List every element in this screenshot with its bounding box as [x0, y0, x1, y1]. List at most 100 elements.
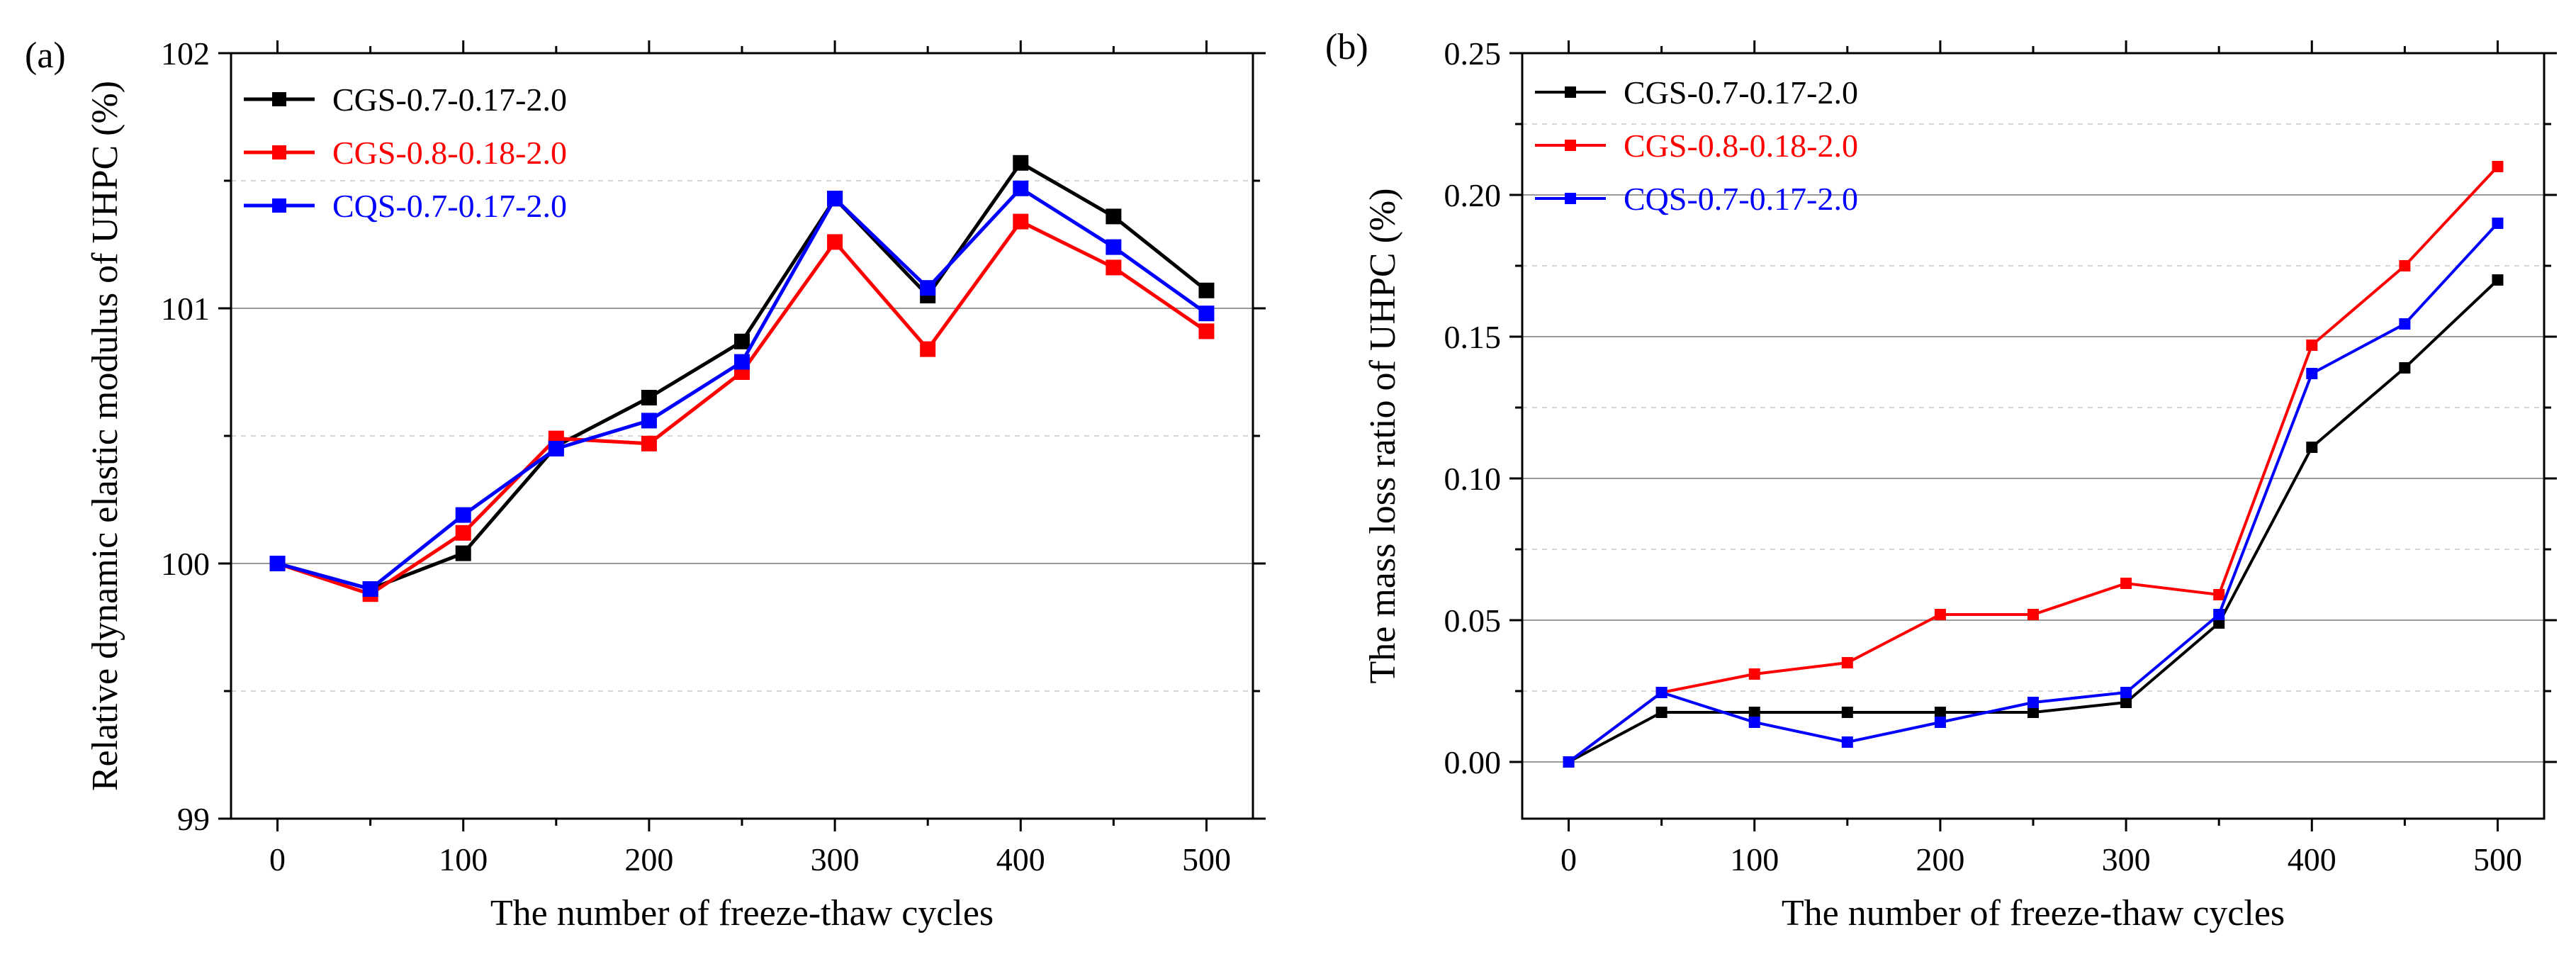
series-line — [1568, 279, 2499, 763]
data-point — [1013, 180, 1029, 196]
data-point — [2306, 368, 2318, 379]
data-point — [2213, 609, 2225, 620]
panel-a: 0 100 200 300 400 500 99 100 101 102 The number of… — [25, 35, 1266, 933]
x-tick-label: 300 — [2102, 841, 2151, 877]
data-point — [2306, 442, 2318, 453]
data-point — [1106, 208, 1122, 225]
data-point — [362, 581, 378, 597]
x-axis-title: The number of freeze-thaw cycles — [1782, 893, 2285, 933]
x-tick-label: 200 — [1916, 841, 1964, 877]
legend-label: CGS-0.7-0.17-2.0 — [332, 82, 567, 118]
data-point — [1841, 657, 1853, 668]
x-tick-label: 400 — [996, 841, 1045, 877]
legend-marker — [272, 145, 286, 159]
data-point — [2120, 687, 2132, 698]
panel-b: 0 100 200 300 400 500 0.00 0.05 0.10 0.15 0.20 0.25… — [1325, 27, 2557, 933]
data-point — [455, 507, 471, 523]
data-point — [1198, 282, 1215, 298]
legend-label: CGS-0.8-0.18-2.0 — [332, 135, 567, 171]
x-tick-label: 100 — [439, 841, 488, 877]
x-tick-label: 0 — [1560, 841, 1577, 877]
data-point — [1106, 239, 1122, 255]
data-point — [920, 280, 936, 296]
data-point — [920, 341, 936, 357]
legend-label: CGS-0.8-0.18-2.0 — [1624, 128, 1858, 164]
y-tick-label: 102 — [161, 35, 210, 72]
x-tick-label: 300 — [811, 841, 860, 877]
legend-marker — [1565, 140, 1576, 151]
y-tick-label: 0.25 — [1444, 35, 1502, 72]
data-point — [641, 413, 657, 429]
data-point — [2213, 589, 2225, 600]
panel-label: (a) — [25, 35, 66, 76]
x-tick-label: 400 — [2288, 841, 2336, 877]
data-point — [2399, 362, 2411, 374]
legend-marker — [1565, 86, 1576, 98]
data-point — [2027, 697, 2039, 708]
data-point — [1934, 609, 1946, 620]
data-point — [734, 354, 750, 370]
data-point — [2120, 578, 2132, 589]
data-point — [1934, 707, 1946, 718]
y-tick-label: 0.00 — [1444, 744, 1502, 780]
data-point — [1563, 756, 1575, 768]
data-point — [1106, 259, 1122, 276]
legend-marker — [272, 198, 286, 213]
data-point — [1748, 717, 1760, 728]
data-point — [2027, 609, 2039, 620]
data-point — [2399, 318, 2411, 330]
series-line — [1568, 165, 2499, 763]
legend-marker — [272, 92, 286, 106]
data-point — [1198, 323, 1215, 340]
series-line — [276, 186, 1208, 591]
x-tick-label: 200 — [624, 841, 673, 877]
data-point — [455, 545, 471, 561]
data-point — [455, 525, 471, 541]
data-point — [1841, 707, 1853, 718]
y-tick-label: 0.10 — [1444, 461, 1502, 497]
y-tick-label: 0.20 — [1444, 177, 1502, 213]
legend-label: CGS-0.7-0.17-2.0 — [1624, 74, 1858, 111]
data-point — [1748, 707, 1760, 718]
data-point — [2492, 218, 2504, 229]
data-point — [1934, 717, 1946, 728]
data-point — [2027, 707, 2039, 718]
data-point — [641, 435, 657, 452]
legend-label: CQS-0.7-0.17-2.0 — [1624, 181, 1858, 217]
data-point — [1748, 668, 1760, 680]
y-tick-label: 101 — [161, 291, 210, 327]
y-tick-label: 0.05 — [1444, 602, 1502, 639]
x-tick-label: 100 — [1730, 841, 1779, 877]
data-point — [269, 556, 286, 571]
y-tick-label: 100 — [161, 546, 210, 582]
data-point — [827, 234, 843, 250]
data-point — [2492, 161, 2504, 172]
x-axis-title: The number of freeze-thaw cycles — [490, 893, 994, 933]
data-point — [1841, 736, 1853, 748]
data-point — [1198, 305, 1215, 322]
data-point — [548, 441, 564, 456]
y-axis-title: The mass loss ratio of UHPC (%) — [1363, 188, 1403, 683]
x-tick-label: 500 — [2473, 841, 2522, 877]
legend-marker — [1565, 193, 1576, 204]
data-point — [2492, 274, 2504, 286]
y-tick-label: 99 — [177, 801, 210, 837]
panel-label: (b) — [1325, 27, 1368, 67]
legend-label: CQS-0.7-0.17-2.0 — [332, 188, 567, 224]
x-tick-label: 500 — [1182, 841, 1231, 877]
data-point — [2120, 697, 2132, 708]
data-point — [641, 390, 657, 405]
data-point — [1655, 687, 1667, 698]
series-line — [276, 219, 1208, 596]
x-tick-label: 0 — [269, 841, 286, 877]
data-point — [2306, 340, 2318, 351]
y-axis-title: Relative dynamic elastic modulus of UHPC… — [85, 81, 125, 791]
data-point — [1013, 155, 1029, 171]
data-point — [734, 333, 750, 349]
data-point — [1655, 707, 1667, 718]
y-tick-label: 0.15 — [1444, 319, 1502, 355]
data-point — [1013, 213, 1029, 230]
data-point — [827, 191, 843, 207]
data-point — [2399, 260, 2411, 271]
